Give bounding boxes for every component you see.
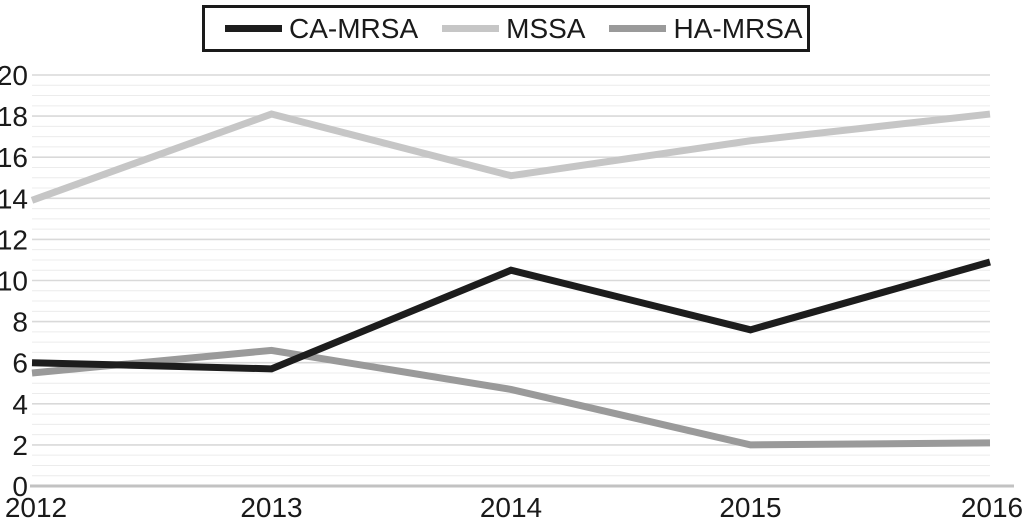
legend-swatch-icon (225, 25, 282, 32)
y-tick-label: 8 (12, 307, 28, 338)
legend-label: MSSA (506, 12, 586, 44)
y-tick-label: 0 (12, 471, 28, 502)
legend-swatch-icon (609, 25, 667, 32)
x-tick-label: 2014 (480, 492, 542, 519)
y-tick-label: 10 (0, 266, 28, 297)
y-tick-label: 12 (0, 224, 28, 255)
x-tick-label: 2015 (719, 492, 781, 519)
series-line-mssa (30, 110, 991, 204)
y-tick-label: 4 (12, 389, 28, 420)
y-tick-label: 16 (0, 142, 28, 173)
legend-label: HA-MRSA (673, 12, 803, 44)
y-tick-label: 6 (12, 348, 28, 379)
series-line-ca-mrsa (31, 258, 991, 373)
y-tick-label: 20 (0, 60, 28, 91)
legend-swatch-icon (442, 25, 500, 32)
legend-item-mssa: MSSA (442, 12, 586, 44)
y-tick-label: 18 (0, 101, 28, 132)
y-tick-label: 2 (12, 430, 28, 461)
legend-label: CA-MRSA (289, 12, 419, 44)
series-line-ha-mrsa (31, 346, 991, 449)
x-tick-label: 2012 (5, 492, 67, 519)
y-tick-label: 14 (0, 183, 28, 214)
legend-item-ca-mrsa: CA-MRSA (225, 12, 419, 44)
legend-item-ha-mrsa: HA-MRSA (609, 12, 803, 44)
x-tick-label: 2013 (240, 492, 302, 519)
chart-legend: CA-MRSA MSSA HA-MRSA (202, 5, 810, 52)
x-tick-label: 2016 (961, 492, 1023, 519)
